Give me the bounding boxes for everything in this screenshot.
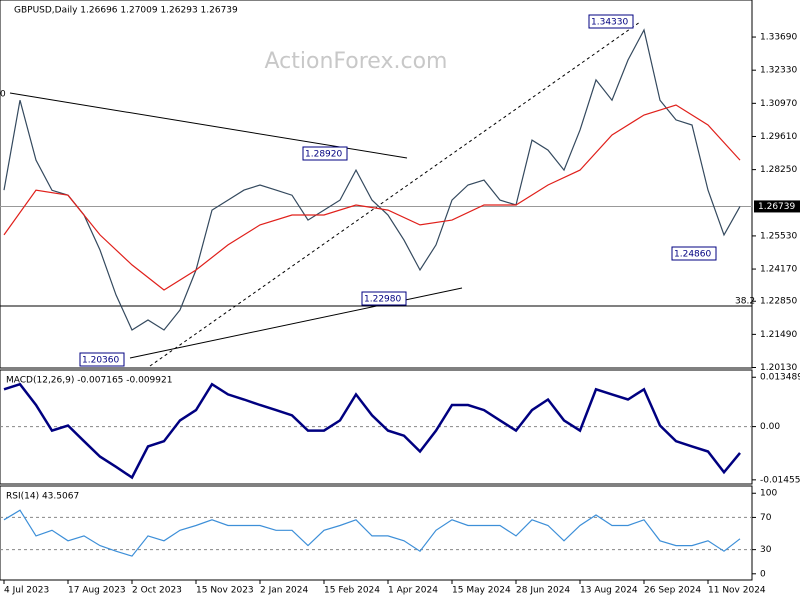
y-tick-label: 1.29610 (760, 132, 797, 142)
y-tick-label: -0.014554 (760, 475, 800, 485)
panel-title: GBPUSD,Daily 1.26696 1.27009 1.26293 1.2… (14, 6, 238, 16)
annotation-box (79, 352, 125, 367)
y-tick-label: 1.21490 (760, 330, 797, 340)
trendline (129, 287, 463, 359)
y-tick-label: 1.25530 (760, 231, 797, 241)
x-tick-label: 26 Sep 2024 (644, 586, 701, 596)
y-tick-label: 100 (760, 489, 777, 499)
y-tick-label: 1.24170 (760, 265, 797, 275)
series-line (3, 104, 741, 291)
macd-frame (0, 369, 753, 485)
annotation: 1.34330 (591, 18, 628, 28)
annotation-box (671, 246, 717, 261)
y-tick-label: 1.30970 (760, 99, 797, 109)
y-tick-label: 1.22850 (760, 297, 797, 307)
y-tick-label: 1.33690 (760, 33, 797, 43)
rsi-frame (0, 485, 753, 581)
y-tick-label: 30 (760, 545, 772, 555)
x-tick-label: 2 Oct 2023 (132, 586, 182, 596)
annotation-box (588, 14, 634, 29)
last-price-box (754, 200, 800, 213)
x-tick-label: 15 May 2024 (452, 586, 511, 596)
x-tick-label: 2 Jan 2024 (260, 586, 308, 596)
series-line (3, 382, 741, 480)
x-tick-label: 15 Feb 2024 (324, 586, 380, 596)
trendline (149, 21, 641, 367)
annotation-box (361, 291, 407, 306)
watermark: ActionForex.com (265, 49, 448, 74)
y-tick-label: 0 (760, 569, 766, 579)
annotation: 38.2 (735, 297, 755, 307)
x-tick-label: 28 Jun 2024 (516, 586, 570, 596)
annotation: 1.20360 (82, 356, 119, 366)
series-line (3, 28, 741, 331)
annotation: 1.28920 (305, 150, 342, 160)
x-tick-label: 15 Nov 2023 (196, 586, 254, 596)
annotation-box (302, 146, 348, 161)
y-tick-label: 0.00 (760, 422, 780, 432)
last-price-label: 1.26739 (758, 202, 795, 212)
annotation: 0 (0, 90, 6, 100)
x-tick-label: 1 Apr 2024 (388, 586, 438, 596)
x-tick-label: 17 Aug 2023 (68, 586, 126, 596)
panel-title: MACD(12,26,9) -0.007165 -0.009921 (6, 376, 172, 386)
x-tick-label: 11 Nov 2024 (708, 586, 766, 596)
series-line (3, 509, 741, 557)
annotation: 1.22980 (364, 295, 401, 305)
y-tick-label: 1.32330 (760, 66, 797, 76)
y-tick-label: 1.28250 (760, 165, 797, 175)
price-frame (0, 0, 753, 369)
y-tick-label: 0.013489 (760, 373, 800, 383)
x-tick-label: 4 Jul 2023 (4, 586, 49, 596)
x-tick-label: 13 Aug 2024 (580, 586, 638, 596)
y-tick-label: 70 (760, 513, 772, 523)
panel-title: RSI(14) 43.5067 (6, 492, 79, 502)
y-tick-label: 1.20130 (760, 363, 797, 373)
annotation: 1.24860 (674, 250, 711, 260)
